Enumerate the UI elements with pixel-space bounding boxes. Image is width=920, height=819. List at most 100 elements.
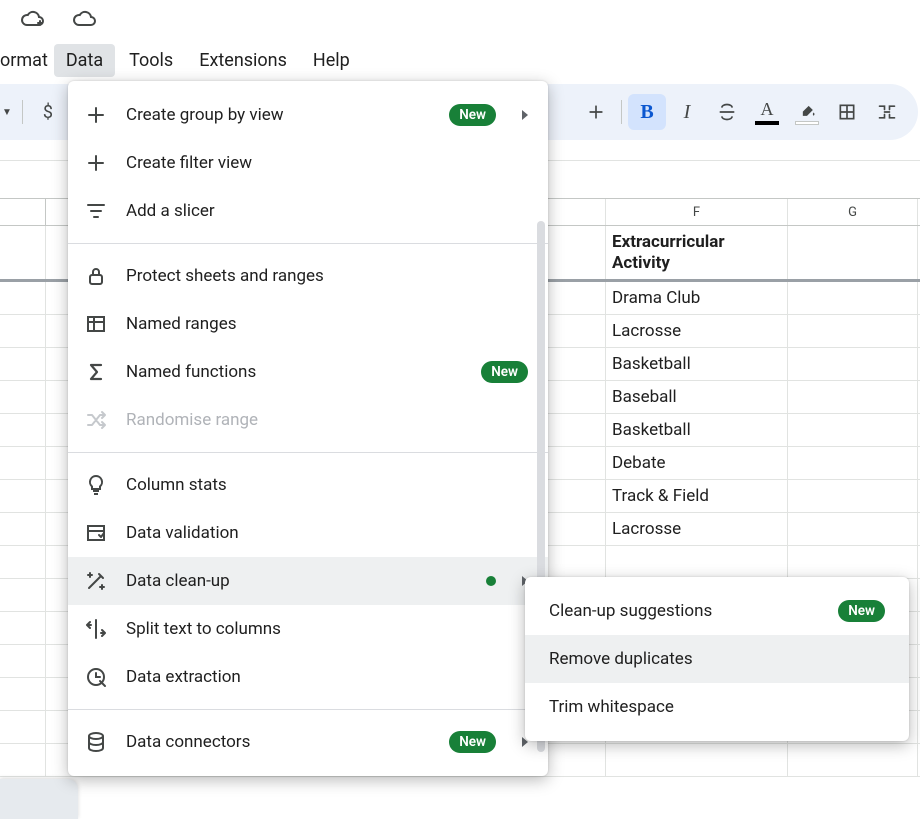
cell[interactable] <box>788 381 918 413</box>
indicator-dot <box>486 576 496 586</box>
row-head[interactable] <box>0 744 46 776</box>
separator <box>621 100 622 124</box>
menu-column-stats[interactable]: Column stats <box>68 461 548 509</box>
row-head[interactable] <box>0 348 46 380</box>
row-head[interactable] <box>0 381 46 413</box>
menu-split-text[interactable]: Split text to columns <box>68 605 548 653</box>
cell-F[interactable] <box>606 546 788 578</box>
menu-format[interactable]: ormat <box>0 44 52 77</box>
menu-data-cleanup[interactable]: Data clean-up <box>68 557 548 605</box>
database-icon <box>84 730 108 754</box>
menu-data-connectors[interactable]: Data connectors New <box>68 718 548 766</box>
lightbulb-icon <box>84 473 108 497</box>
fill-color-button[interactable] <box>788 94 826 130</box>
row-head[interactable] <box>0 226 46 279</box>
row-head[interactable] <box>0 513 46 545</box>
cell-F[interactable]: Track & Field <box>606 480 788 512</box>
cell[interactable] <box>788 513 918 545</box>
menu-separator <box>68 243 548 244</box>
plus-icon <box>84 151 108 175</box>
menu-protect-sheets[interactable]: Protect sheets and ranges <box>68 252 548 300</box>
row-head[interactable] <box>0 315 46 347</box>
new-badge: New <box>838 600 885 622</box>
menu-create-group-by-view[interactable]: Create group by view New <box>68 91 548 139</box>
submenu-trim-whitespace[interactable]: Trim whitespace <box>525 683 909 731</box>
cell[interactable] <box>788 744 918 776</box>
menu-label: Data validation <box>126 523 528 543</box>
strikethrough-button[interactable] <box>708 94 746 130</box>
submenu-remove-duplicates[interactable]: Remove duplicates <box>525 635 909 683</box>
sheet-tab[interactable] <box>0 779 78 819</box>
cell[interactable] <box>788 315 918 347</box>
row-head[interactable] <box>0 711 46 743</box>
row-head[interactable] <box>0 579 46 611</box>
menu-data-validation[interactable]: Data validation <box>68 509 548 557</box>
cell-F[interactable] <box>606 744 788 776</box>
menu-label: Remove duplicates <box>549 649 885 669</box>
select-all-corner[interactable] <box>0 199 46 225</box>
menu-label: Create group by view <box>126 105 431 125</box>
menu-label: Data clean-up <box>126 571 464 591</box>
cell[interactable] <box>788 447 918 479</box>
menu-help[interactable]: Help <box>301 44 362 77</box>
submenu-cleanup-suggestions[interactable]: Clean-up suggestions New <box>525 587 909 635</box>
row-head[interactable] <box>0 546 46 578</box>
ranges-icon <box>84 312 108 336</box>
bold-button[interactable]: B <box>628 94 666 130</box>
menu-create-filter-view[interactable]: Create filter view <box>68 139 548 187</box>
menu-named-functions[interactable]: Named functions New <box>68 348 548 396</box>
cloud-plus-icon[interactable] <box>20 7 44 35</box>
text-color-bar <box>755 121 779 125</box>
row-head[interactable] <box>0 414 46 446</box>
row-head[interactable] <box>0 282 46 314</box>
italic-button[interactable]: I <box>668 94 706 130</box>
menu-extensions[interactable]: Extensions <box>187 44 299 77</box>
col-F[interactable]: F <box>606 199 788 225</box>
cell-F[interactable]: Basketball <box>606 414 788 446</box>
cell[interactable] <box>788 480 918 512</box>
menu-named-ranges[interactable]: Named ranges <box>68 300 548 348</box>
cell-F[interactable]: Lacrosse <box>606 315 788 347</box>
menu-label: Create filter view <box>126 153 528 173</box>
lock-icon <box>84 264 108 288</box>
row-head[interactable] <box>0 645 46 677</box>
cell[interactable] <box>788 348 918 380</box>
cell-F[interactable]: Debate <box>606 447 788 479</box>
sigma-icon <box>84 360 108 384</box>
new-badge: New <box>481 361 528 383</box>
separator <box>22 100 23 124</box>
cell[interactable] <box>788 282 918 314</box>
magic-wand-icon <box>84 569 108 593</box>
row-head[interactable] <box>0 480 46 512</box>
cell-F[interactable]: Basketball <box>606 348 788 380</box>
menu-label: Named functions <box>126 362 463 382</box>
row-head[interactable] <box>0 678 46 710</box>
cloud-icon[interactable] <box>72 7 96 35</box>
text-color-letter: A <box>761 99 774 120</box>
menu-add-slicer[interactable]: Add a slicer <box>68 187 548 235</box>
currency-button[interactable]: $ <box>31 102 65 123</box>
cell[interactable] <box>788 546 918 578</box>
row-head[interactable] <box>0 447 46 479</box>
new-badge: New <box>449 731 496 753</box>
cell[interactable] <box>788 414 918 446</box>
chevron-down-icon[interactable]: ▼ <box>0 107 14 118</box>
menu-data-extraction[interactable]: Data extraction <box>68 653 548 701</box>
menu-separator <box>68 709 548 710</box>
borders-button[interactable] <box>828 94 866 130</box>
header-cell-F[interactable]: Extracurricular Activity <box>606 226 788 279</box>
menu-tools[interactable]: Tools <box>117 44 185 77</box>
menu-label: Trim whitespace <box>549 697 885 717</box>
cell-F[interactable]: Lacrosse <box>606 513 788 545</box>
text-color-button[interactable]: A <box>748 94 786 130</box>
cell-F[interactable]: Baseball <box>606 381 788 413</box>
cell[interactable] <box>788 226 918 279</box>
cell-F[interactable]: Drama Club <box>606 282 788 314</box>
plus-button[interactable] <box>577 94 615 130</box>
row-head[interactable] <box>0 612 46 644</box>
merge-button[interactable] <box>868 94 906 130</box>
col-G[interactable]: G <box>788 199 918 225</box>
new-badge: New <box>449 104 496 126</box>
menu-data[interactable]: Data <box>54 44 115 77</box>
validation-icon <box>84 521 108 545</box>
